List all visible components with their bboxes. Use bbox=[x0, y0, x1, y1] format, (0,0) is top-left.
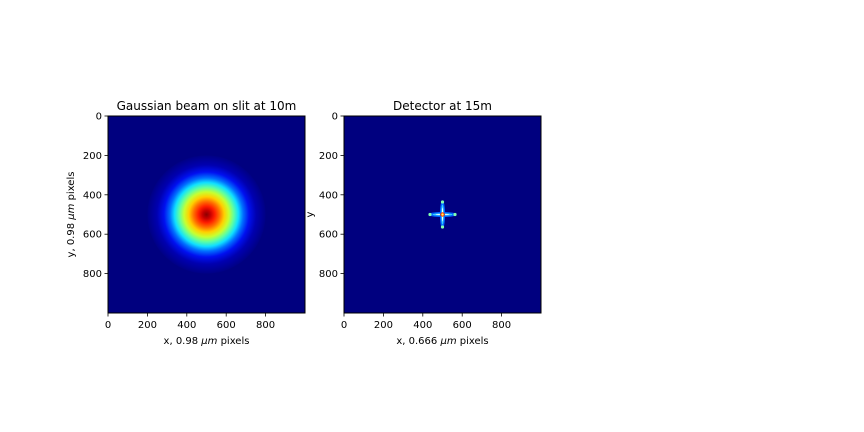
y-tick-label: 200 bbox=[319, 151, 338, 162]
x-tick-label: 800 bbox=[256, 320, 275, 331]
x-tick-label: 600 bbox=[453, 320, 472, 331]
y-axis-label: y bbox=[305, 211, 316, 217]
plot-frame bbox=[107, 115, 306, 314]
axis-ticks: 0 200 400 600 800 0 200 400 600 800 bbox=[319, 112, 511, 332]
x-tick-label: 400 bbox=[177, 320, 196, 331]
y-tick-label: 800 bbox=[319, 269, 338, 280]
y-axis-label: y, 0.98 μm pixels bbox=[66, 172, 77, 258]
chart-title: Detector at 15m bbox=[393, 99, 492, 113]
y-tick-label: 800 bbox=[83, 269, 102, 280]
axis-ticks: 0 200 400 600 800 0 200 400 600 800 bbox=[83, 112, 275, 332]
chart-title: Gaussian beam on slit at 10m bbox=[117, 99, 297, 113]
plot-frame bbox=[343, 115, 542, 314]
cross-lobe bbox=[440, 200, 445, 204]
cross-lobe bbox=[428, 212, 432, 217]
panel-gaussian-beam: Gaussian beam on slit at 10m 0 200 400 600 8… bbox=[66, 99, 306, 347]
gaussian-beam-spot bbox=[147, 155, 266, 274]
y-tick-label: 400 bbox=[83, 190, 102, 201]
diffraction-cross bbox=[428, 200, 457, 229]
y-tick-label: 0 bbox=[96, 112, 102, 123]
cross-lobe bbox=[453, 212, 457, 217]
x-tick-label: 800 bbox=[492, 320, 511, 331]
cross-center-core bbox=[441, 213, 444, 216]
y-tick-label: 600 bbox=[83, 230, 102, 241]
x-tick-label: 0 bbox=[341, 320, 347, 331]
y-tick-label: 0 bbox=[332, 112, 338, 123]
x-tick-label: 200 bbox=[374, 320, 393, 331]
y-tick-label: 400 bbox=[319, 190, 338, 201]
x-tick-label: 400 bbox=[413, 320, 432, 331]
x-tick-label: 200 bbox=[138, 320, 157, 331]
y-tick-label: 200 bbox=[83, 151, 102, 162]
cross-lobe bbox=[440, 225, 445, 229]
x-axis-label: x, 0.98 μm pixels bbox=[164, 336, 250, 347]
x-axis-label: x, 0.666 μm pixels bbox=[396, 336, 488, 347]
x-tick-label: 0 bbox=[105, 320, 111, 331]
x-tick-label: 600 bbox=[217, 320, 236, 331]
y-tick-label: 600 bbox=[319, 230, 338, 241]
panel-detector: Detector at 15m 0 200 400 600 800 0 200 400 600 8… bbox=[305, 99, 542, 347]
